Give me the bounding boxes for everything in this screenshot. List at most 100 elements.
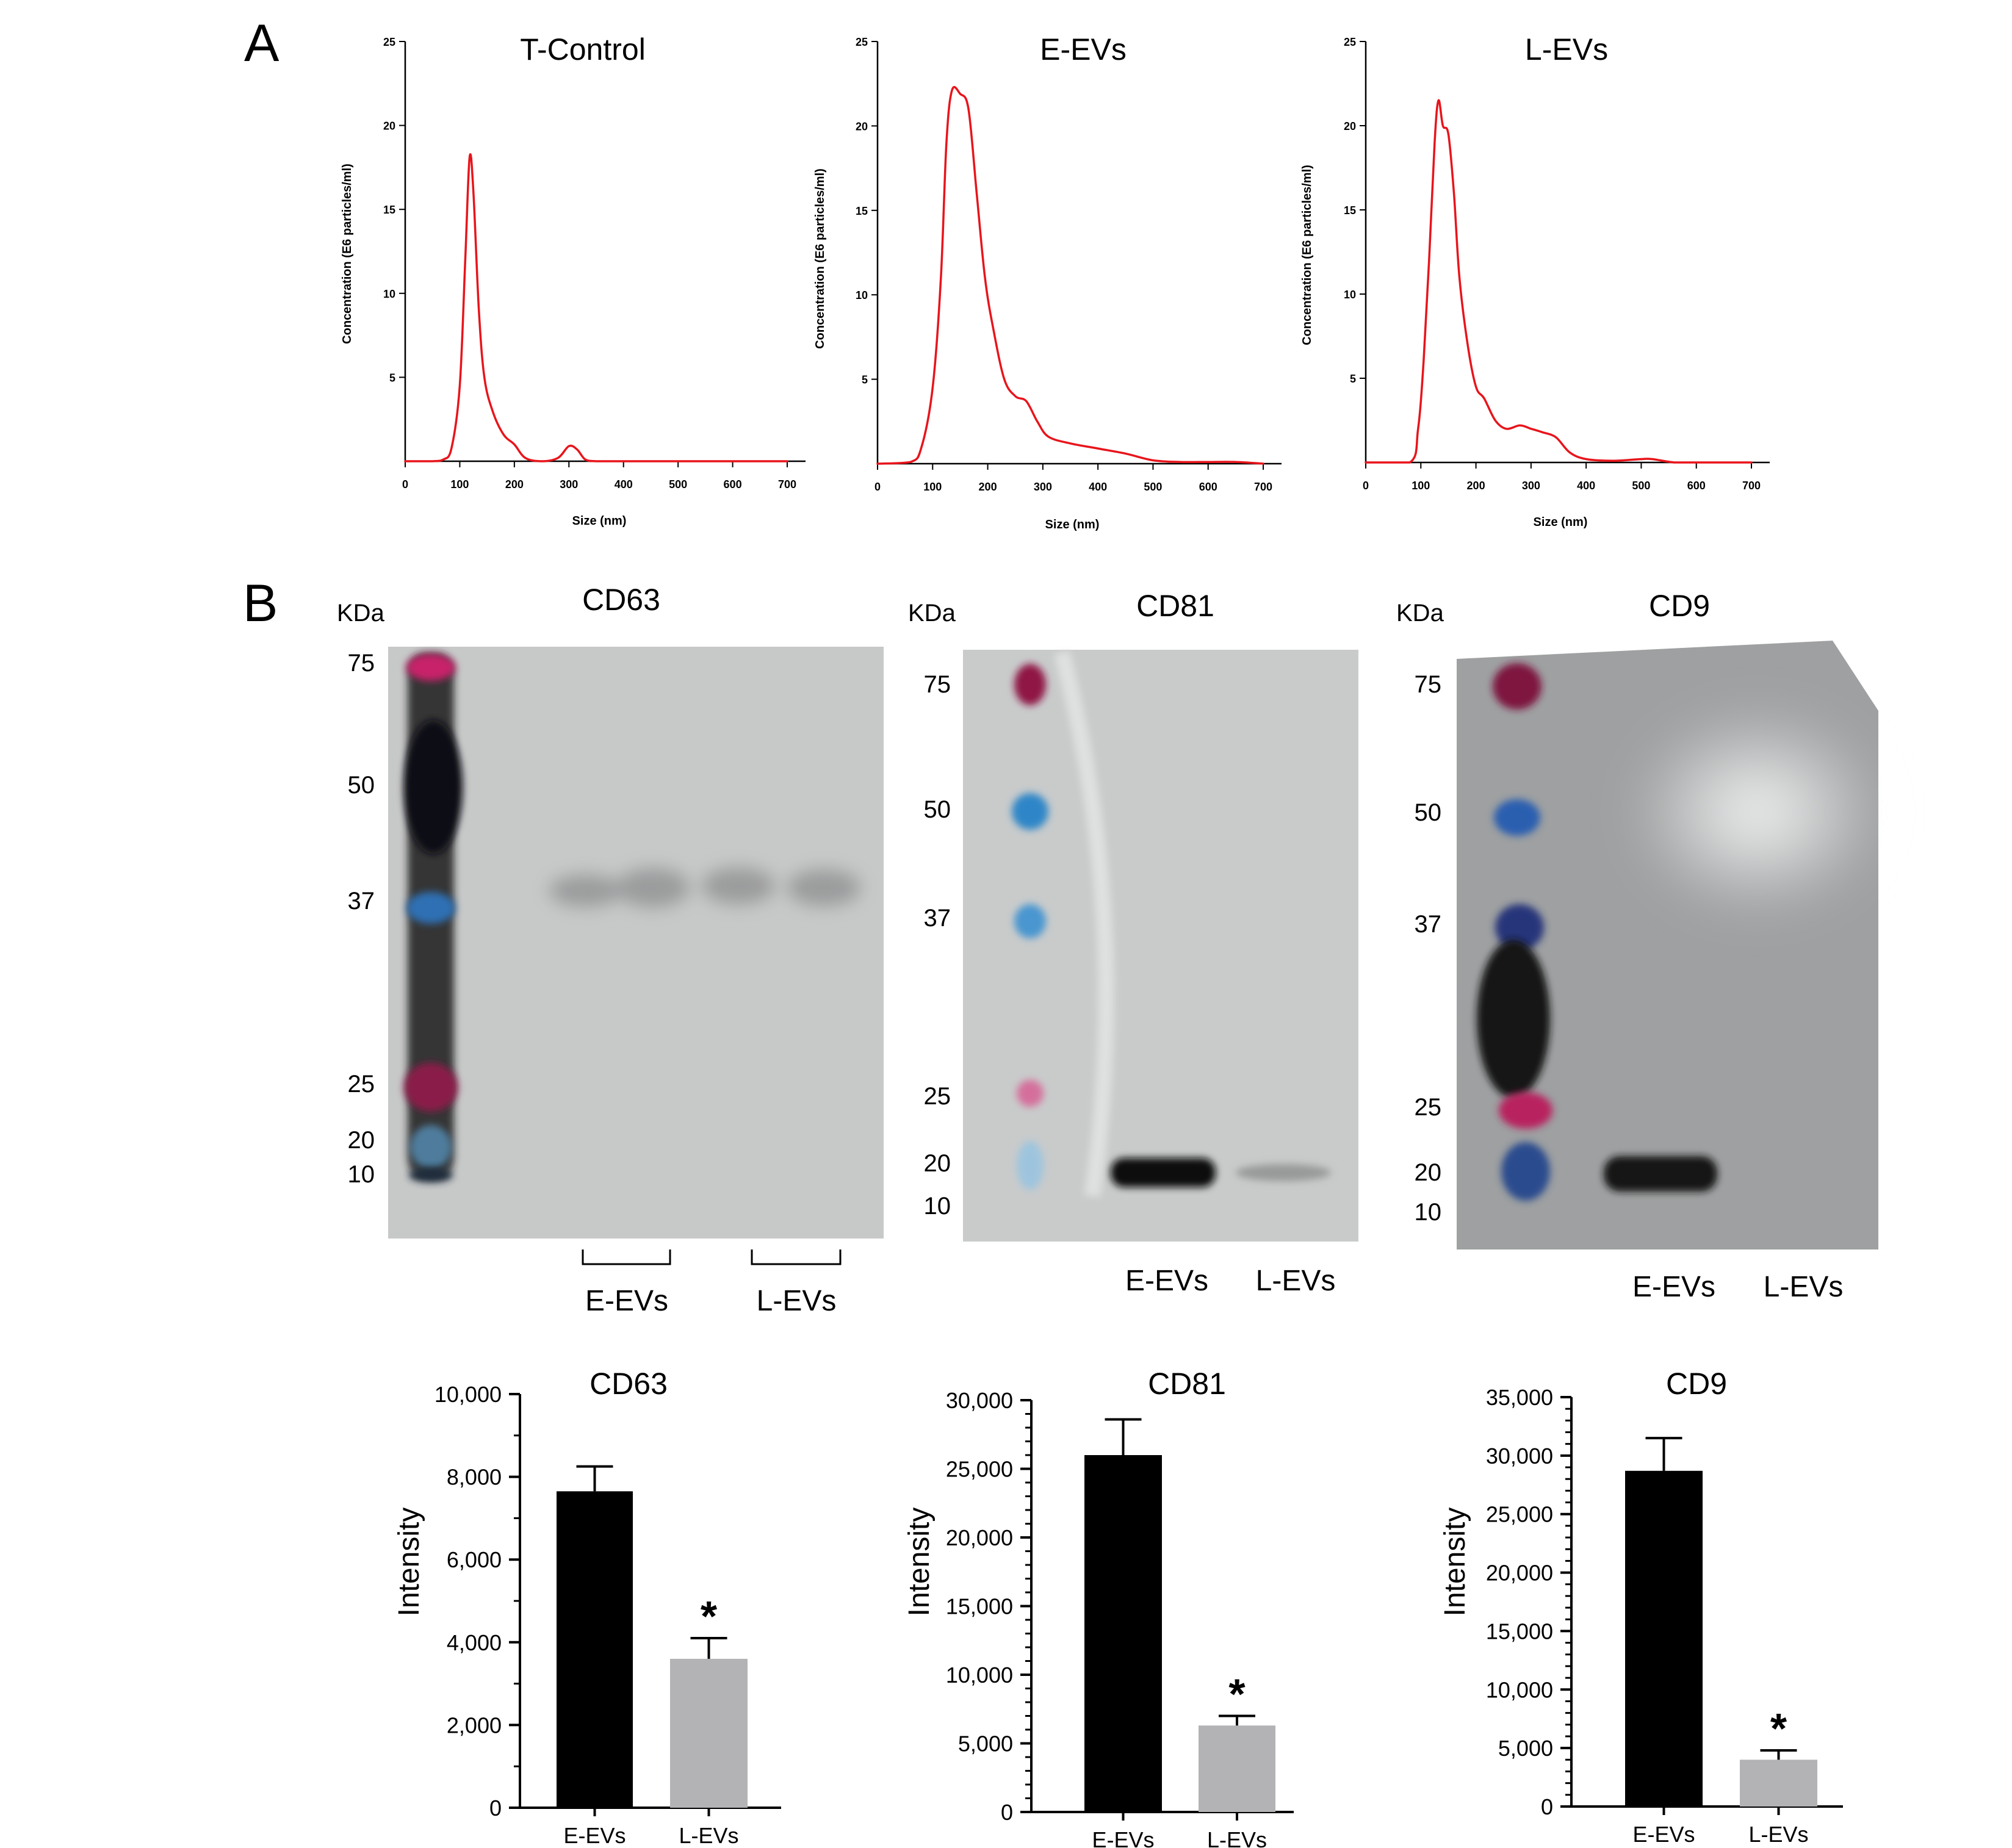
marker-label: 50 [924,796,951,823]
y-tick-label: 10 [383,288,395,300]
y-tick-label: 15 [383,204,395,216]
x-tick-label: 500 [1632,480,1650,492]
significance-marker: * [1228,1670,1246,1718]
ladder-band-blue [1495,904,1544,951]
x-tick-label: 100 [1412,480,1430,492]
blot-cd81: KDa CD81 75 50 37 25 20 10 E-EVs L-EVs [908,589,1358,1297]
x-tick-labels: 0 100 200 300 400 500 600 700 [1363,480,1761,492]
x-tick-label: L-EVs [679,1823,738,1848]
x-tick-labels: E-EVs L-EVs [1092,1827,1267,1848]
ladder-band-dark [404,720,463,854]
x-tick-label: 600 [1199,481,1217,493]
y-axis-label: Intensity [1439,1508,1471,1617]
y-tick-label: 0 [489,1796,502,1821]
y-tick-label: 20 [1344,120,1356,132]
y-tick-label: 5 [1350,373,1356,385]
blot-cd9: KDa CD9 75 50 37 25 20 10 E-EVs L-EVs [1396,589,1886,1303]
x-tick-labels: E-EVs L-EVs [1632,1822,1808,1847]
ladder-band-blue [1494,799,1540,836]
lane-label: L-EVs [1256,1265,1336,1297]
marker-label: 20 [924,1150,951,1177]
y-tick-label: 10 [856,289,868,301]
marker-label: 10 [924,1193,951,1220]
y-tick-labels: 5 10 15 20 25 [1344,36,1356,385]
bars: * [1625,1437,1817,1807]
y-tick-labels: 0 5,000 10,000 15,000 20,000 25,000 30,000 35,0… [1486,1385,1553,1819]
chart-title: L-EVs [1525,32,1608,67]
blot-background-glow [1629,708,1886,915]
y-tick-labels: 0 5,000 10,000 15,000 20,000 25,000 30,000 [946,1388,1013,1825]
significance-marker: * [701,1592,718,1640]
marker-label: 75 [348,650,375,677]
blot-unit-label: KDa [908,600,956,627]
x-axis-label: Size (nm) [1045,518,1100,531]
x-tick-label: 200 [1467,480,1485,492]
y-axis-label: Intensity [393,1508,425,1617]
y-tick-label: 25,000 [946,1457,1013,1482]
y-tick-label: 25,000 [1486,1502,1553,1527]
y-tick-label: 30,000 [1486,1444,1553,1469]
x-tick-labels: 0 100 200 300 400 500 600 700 [402,478,796,491]
ladder-band-blue [1017,1141,1044,1190]
panel-label-b: B [243,574,278,633]
y-tick-label: 0 [1001,1800,1013,1825]
y-axis-label: Concentration (E6 particles/ml) [1300,165,1314,345]
x-tick-labels: E-EVs L-EVs [563,1823,738,1848]
ladder-band-pink [1014,664,1046,705]
bar-l-evs [1199,1725,1275,1812]
bar-e-evs [557,1491,633,1808]
y-tick-label: 15 [856,205,868,217]
blot-streak [1054,650,1114,1197]
x-tick-label: L-EVs [1207,1827,1267,1848]
blot-unit-label: KDa [1396,600,1444,627]
series-line [404,153,788,462]
ladder-band-dark [409,1168,453,1182]
x-tick-label: E-EVs [563,1823,626,1848]
ladder-band-blue [1014,904,1046,938]
chart-title: CD63 [590,1367,668,1401]
marker-label: 10 [1415,1199,1442,1226]
y-tick-label: 20,000 [1486,1561,1553,1586]
ladder [1477,663,1552,1201]
y-tick-label: 20,000 [946,1525,1013,1550]
nta-chart-t-control: T-Control Concentration (E6 particles/ml… [341,32,806,528]
y-tick-label: 8,000 [447,1465,502,1490]
y-tick-label: 15 [1344,204,1356,217]
x-tick-label: 400 [1089,481,1107,493]
y-tick-label: 0 [1541,1794,1553,1819]
blot-lane-band [1604,1156,1717,1192]
x-tick-label: 700 [1742,480,1761,492]
y-tick-label: 25 [1344,36,1356,48]
x-tick-label: 200 [505,478,524,491]
bar-e-evs [1084,1455,1162,1812]
chart-title: T-Control [520,32,646,67]
nta-chart-l-evs: L-EVs Concentration (E6 particles/ml) Si… [1300,32,1770,529]
marker-label: 50 [1415,799,1442,826]
ladder-band-pink [1493,663,1541,710]
marker-label: 37 [348,888,375,915]
y-tick-label: 10 [1344,289,1356,301]
bars: * [557,1465,748,1808]
nta-chart-e-evs: E-EVs Concentration (E6 particles/ml) Si… [813,32,1282,531]
marker-label: 10 [348,1161,375,1188]
ladder-band-blue [406,892,455,924]
series-line [876,86,1264,465]
y-tick-label: 5,000 [958,1731,1013,1756]
x-tick-label: 500 [1144,481,1162,493]
blot-cd63: KDa CD63 75 50 37 25 20 10 E-EVs L-EVs [337,583,884,1317]
x-tick-label: 700 [1254,481,1272,493]
bar-e-evs [1625,1470,1703,1807]
blot-lane-band [1111,1158,1331,1187]
x-tick-label: 0 [402,478,408,491]
x-tick-label: 600 [1687,480,1706,492]
x-axis-label: Size (nm) [1534,516,1588,529]
series-line [1365,99,1753,464]
bar-chart-cd63: CD63 Intensity 0 2,000 4,000 6,000 8,000 10,0… [393,1367,781,1848]
x-tick-label: 700 [778,478,796,491]
x-tick-label: 600 [724,478,742,491]
x-tick-label: 200 [979,481,997,493]
chart-title: E-EVs [1040,32,1127,67]
y-tick-label: 35,000 [1486,1385,1553,1410]
bar-chart-cd9: CD9 Intensity 0 5,000 10,000 15,000 20,000 25… [1439,1367,1843,1847]
